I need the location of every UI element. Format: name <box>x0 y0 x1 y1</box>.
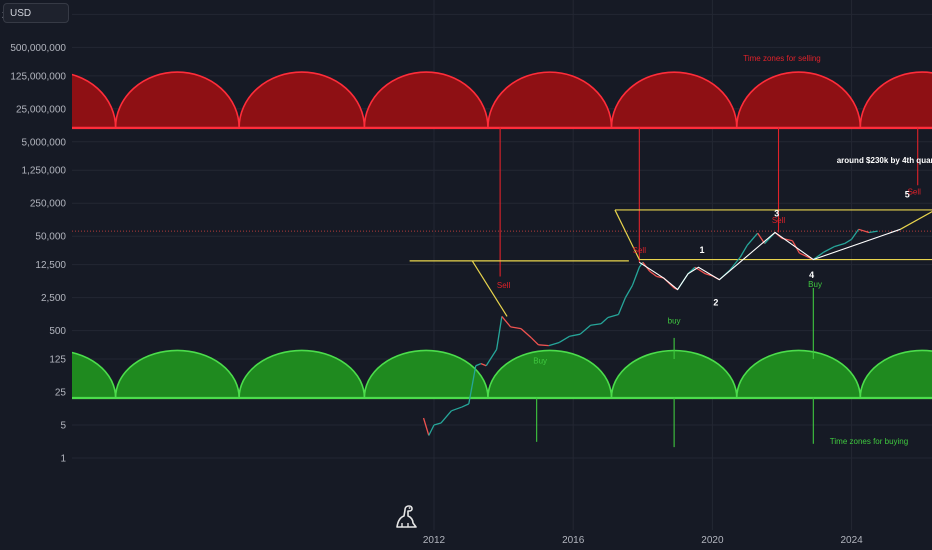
annotation-label: Buy <box>533 357 547 366</box>
y-tick-label: 50,000 <box>35 232 66 243</box>
price-segment <box>501 315 512 328</box>
price-segment <box>812 251 825 261</box>
sell-arc <box>114 71 932 129</box>
price-segment <box>705 273 713 277</box>
price-segment <box>600 316 609 325</box>
price-segment <box>834 242 845 248</box>
price-segment <box>495 316 503 350</box>
wave-label: 3 <box>774 209 779 219</box>
annotation-label: Time zones for selling <box>743 54 821 63</box>
annotations: Time zones for selling Time zones for buy… <box>497 54 932 446</box>
price-segment <box>844 238 852 245</box>
channel-lines <box>72 209 932 317</box>
y-tick-label: 1 <box>60 454 66 465</box>
price-segment <box>548 341 560 347</box>
wave-label: 4 <box>809 270 814 280</box>
buy-arc-lead <box>72 351 117 399</box>
y-tick-label: 5,000,000 <box>22 137 67 148</box>
price-segment <box>624 285 633 298</box>
x-axis[interactable]: 201220162020202420282032 <box>423 535 932 546</box>
channel-line <box>900 211 932 230</box>
annotation-label: Buy <box>808 280 822 289</box>
sell-arc-lead <box>72 73 117 129</box>
price-segment <box>451 406 463 412</box>
price-segment <box>729 256 741 271</box>
dinosaur-icon[interactable] <box>394 503 418 529</box>
price-segment <box>638 261 644 268</box>
y-tick-label: 5 <box>60 421 66 432</box>
wave-path: 1 2 3 4 5 <box>639 190 910 308</box>
buy-arc <box>114 349 932 399</box>
y-tick-label: 25,000,000 <box>16 104 66 115</box>
y-tick-label: 125 <box>49 355 66 366</box>
price-segment <box>851 228 860 240</box>
price-segment <box>823 246 835 253</box>
price-segment <box>440 410 452 424</box>
y-tick-label: 1,250,000 <box>22 166 67 177</box>
price-segment <box>617 297 627 315</box>
sell-zone-arcs <box>72 71 932 130</box>
y-tick-label: 250,000 <box>30 199 67 210</box>
y-tick-label: 500 <box>49 326 66 337</box>
annotation-label: around $230k by 4th quarter 2025 <box>837 156 932 165</box>
price-segment <box>858 228 870 234</box>
annotation-label: Sell <box>633 246 647 255</box>
price-series <box>422 228 878 436</box>
price-segment <box>868 230 878 234</box>
annotation-label: buy <box>668 317 681 326</box>
price-segment <box>422 417 430 436</box>
wave-label: 1 <box>699 245 704 255</box>
channel-line <box>471 260 508 317</box>
y-tick-label: 500,000,000 <box>10 43 66 54</box>
annotation-label: Sell <box>908 188 922 197</box>
price-segment <box>433 422 442 426</box>
buy-zone-arcs <box>72 349 932 400</box>
price-segment <box>649 270 658 278</box>
y-tick-label: 25 <box>55 388 67 399</box>
annotation-label: Sell <box>497 281 511 290</box>
price-segment <box>461 403 470 408</box>
price-segment <box>428 424 435 436</box>
y-axis[interactable]: 10,000,000,0002,500,000,000500,000,00012… <box>0 0 66 465</box>
vertical-markers <box>499 127 919 448</box>
price-segment <box>558 335 571 344</box>
annotation-label: Sell <box>772 216 786 225</box>
y-tick-label: 12,500 <box>35 260 66 271</box>
x-tick-label: 2016 <box>562 535 585 546</box>
elliott-wave-line <box>639 228 901 291</box>
price-segment <box>569 333 581 337</box>
price-segment <box>520 328 532 339</box>
y-tick-label: 125,000,000 <box>10 71 66 82</box>
price-segment <box>590 323 602 326</box>
price-segment <box>475 362 482 367</box>
price-segment <box>530 337 539 346</box>
price-segment <box>746 232 759 246</box>
price-segment <box>607 313 619 319</box>
wave-label: 2 <box>713 298 718 308</box>
y-tick-label: 2,500 <box>41 293 66 304</box>
x-tick-label: 2020 <box>701 535 724 546</box>
price-segment <box>468 365 477 405</box>
price-segment <box>739 245 748 258</box>
price-segment <box>538 344 549 347</box>
price-segment <box>485 349 498 367</box>
currency-button[interactable]: USD <box>3 3 69 23</box>
annotation-label: Time zones for buying <box>830 437 908 446</box>
x-tick-label: 2024 <box>840 535 863 546</box>
price-segment <box>510 326 522 330</box>
price-segment <box>480 362 487 367</box>
wave-label: 5 <box>905 190 910 200</box>
channel-line <box>614 209 640 260</box>
price-segment <box>579 324 592 335</box>
x-tick-label: 2012 <box>423 535 446 546</box>
price-segment <box>631 267 640 286</box>
